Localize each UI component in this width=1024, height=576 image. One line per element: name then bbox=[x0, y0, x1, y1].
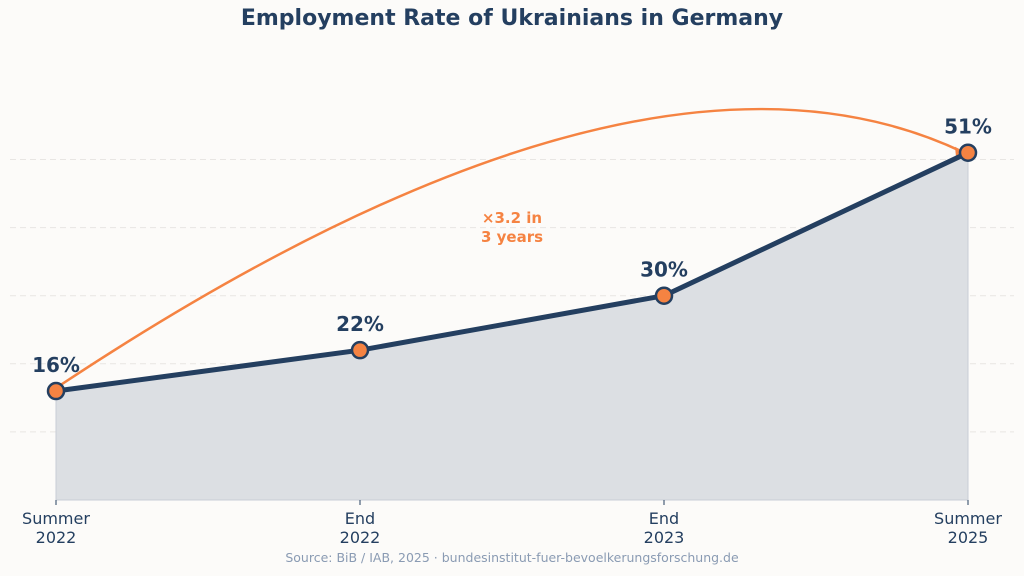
x-tick-label: End bbox=[345, 509, 375, 528]
data-label: 30% bbox=[640, 258, 688, 282]
x-tick-label: End bbox=[649, 509, 679, 528]
source-note: Source: BiB / IAB, 2025 · bundesinstitut… bbox=[285, 550, 739, 565]
data-point bbox=[46, 381, 66, 401]
data-label: 22% bbox=[336, 312, 384, 336]
series-line bbox=[55, 150, 970, 394]
data-label: 16% bbox=[32, 353, 80, 377]
annotation-text: 3 years bbox=[481, 228, 543, 246]
data-label: 51% bbox=[944, 115, 992, 139]
x-tick-label: 2022 bbox=[36, 528, 77, 547]
x-tick-label: 2022 bbox=[340, 528, 381, 547]
area-fill bbox=[55, 151, 969, 501]
x-tick-label: Summer bbox=[934, 509, 1002, 528]
chart-title: Employment Rate of Ukrainians in Germany bbox=[240, 6, 784, 31]
x-tick-label: 2025 bbox=[948, 528, 989, 547]
data-point bbox=[958, 143, 978, 162]
data-point bbox=[654, 286, 674, 305]
annotation-text: ×3.2 in bbox=[482, 209, 542, 227]
annotation-arrow bbox=[55, 107, 963, 390]
x-tick-label: Summer bbox=[22, 509, 90, 528]
x-tick-label: 2023 bbox=[644, 528, 685, 547]
data-point bbox=[350, 340, 370, 360]
